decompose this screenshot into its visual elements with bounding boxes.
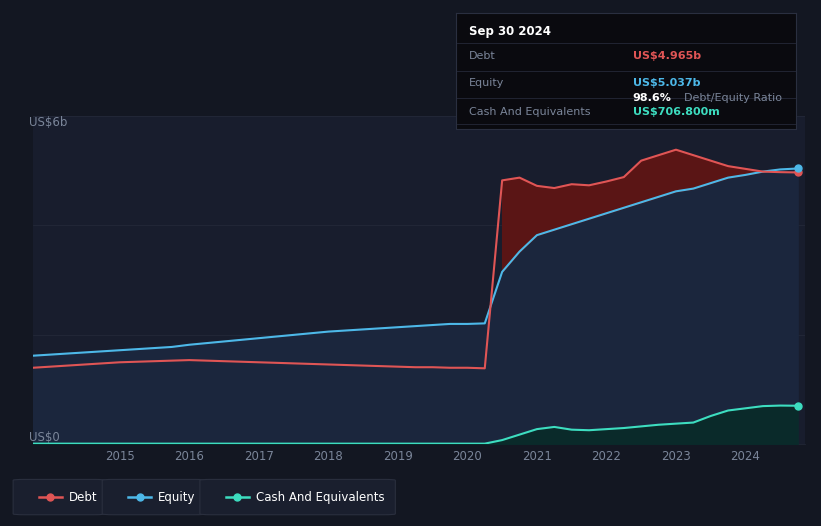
FancyBboxPatch shape [103,479,206,515]
Text: Sep 30 2024: Sep 30 2024 [470,25,551,38]
FancyBboxPatch shape [200,479,396,515]
Text: US$4.965b: US$4.965b [633,51,701,61]
Text: US$5.037b: US$5.037b [633,77,700,88]
Text: Debt: Debt [69,491,98,503]
Text: US$706.800m: US$706.800m [633,106,719,117]
Text: 98.6%: 98.6% [633,93,672,103]
Text: Debt: Debt [470,51,496,61]
Text: Debt/Equity Ratio: Debt/Equity Ratio [684,93,782,103]
Text: Equity: Equity [158,491,195,503]
Text: Equity: Equity [470,77,505,88]
FancyBboxPatch shape [13,479,105,515]
Text: Cash And Equivalents: Cash And Equivalents [470,106,591,117]
Text: US$6b: US$6b [29,116,67,129]
Text: US$0: US$0 [29,431,60,444]
Text: Cash And Equivalents: Cash And Equivalents [255,491,384,503]
